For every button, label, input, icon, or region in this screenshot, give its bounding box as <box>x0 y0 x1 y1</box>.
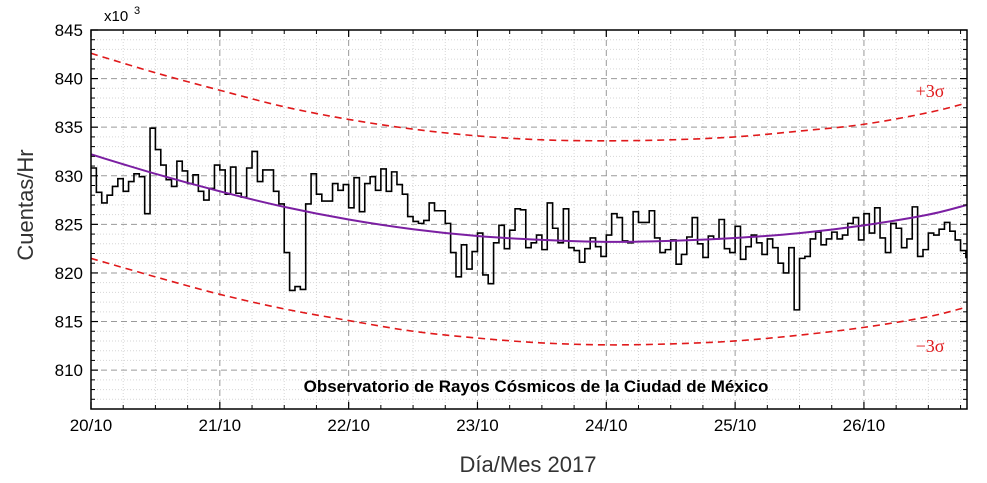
x-tick-label: 25/10 <box>714 416 757 435</box>
plus-sigma-label: +3σ <box>916 81 945 101</box>
y-tick-label: 825 <box>55 215 83 234</box>
y-tick-label: 810 <box>55 361 83 380</box>
y-tick-label: 830 <box>55 167 83 186</box>
series-clip <box>91 52 967 346</box>
x-tick-label: 23/10 <box>456 416 499 435</box>
y-multiplier-exponent: 3 <box>134 5 140 17</box>
ticks: 20/10 21/10 22/10 23/10 24/10 25/10 26/10 810 81… <box>55 21 967 435</box>
y-tick-label: 835 <box>55 118 83 137</box>
plot-annotation: Observatorio de Rayos Cósmicos de la Ciu… <box>304 377 769 396</box>
fit-curve <box>91 153 967 243</box>
x-tick-label: 24/10 <box>585 416 628 435</box>
x-tick-label: 22/10 <box>327 416 370 435</box>
plot-frame <box>90 29 968 410</box>
series-layer <box>91 52 967 346</box>
y-tick-label: 815 <box>55 313 83 332</box>
upper-3sigma-line <box>91 52 967 142</box>
y-tick-label: 840 <box>55 70 83 89</box>
y-axis-title: Cuentas/Hr <box>13 149 38 260</box>
y-tick-label: 820 <box>55 264 83 283</box>
counts-step-line <box>91 127 967 311</box>
y-tick-label: 845 <box>55 21 83 40</box>
minus-sigma-label: −3σ <box>916 336 945 356</box>
lower-3sigma-line <box>91 257 967 346</box>
grid <box>90 29 967 410</box>
x-tick-label: 21/10 <box>199 416 242 435</box>
y-multiplier: x10 <box>104 8 128 25</box>
x-tick-label: 20/10 <box>70 416 113 435</box>
x-axis-title: Día/Mes 2017 <box>460 452 597 477</box>
x-tick-label: 26/10 <box>843 416 886 435</box>
